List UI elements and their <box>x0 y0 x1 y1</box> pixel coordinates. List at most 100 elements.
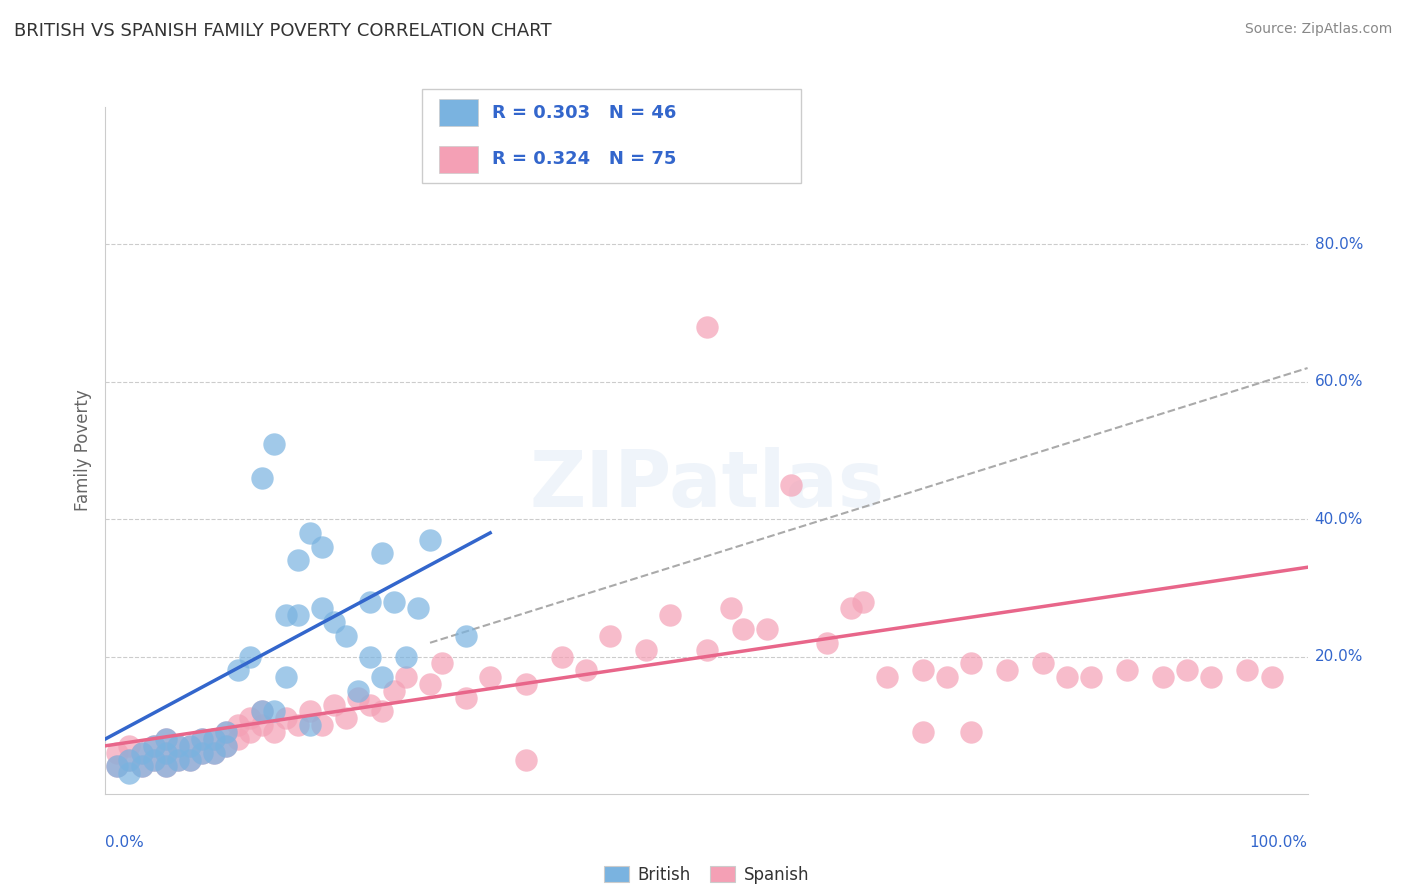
Point <box>239 725 262 739</box>
Point <box>118 739 141 753</box>
Point <box>311 540 333 554</box>
Point <box>960 725 983 739</box>
Point <box>298 705 321 719</box>
Point <box>1175 663 1198 677</box>
Point <box>779 478 801 492</box>
Point <box>202 731 225 746</box>
Point <box>454 690 477 705</box>
Point <box>107 759 129 773</box>
Point <box>696 642 718 657</box>
Point <box>263 705 285 719</box>
Point <box>347 690 370 705</box>
Point <box>371 670 394 684</box>
Point <box>166 752 188 766</box>
Point <box>311 718 333 732</box>
Point <box>274 670 297 684</box>
Point <box>250 705 273 719</box>
Point <box>179 752 201 766</box>
Point <box>287 608 309 623</box>
Point <box>852 594 875 608</box>
Text: R = 0.324   N = 75: R = 0.324 N = 75 <box>492 151 676 169</box>
Point <box>1236 663 1258 677</box>
Point <box>454 629 477 643</box>
Point <box>190 746 212 760</box>
Point <box>406 601 429 615</box>
Point <box>382 683 405 698</box>
Point <box>155 731 177 746</box>
Point <box>1032 657 1054 671</box>
Point <box>311 601 333 615</box>
Point <box>274 711 297 725</box>
Point <box>118 766 141 780</box>
Point <box>335 711 357 725</box>
Point <box>298 525 321 540</box>
Text: 100.0%: 100.0% <box>1250 836 1308 850</box>
Text: BRITISH VS SPANISH FAMILY POVERTY CORRELATION CHART: BRITISH VS SPANISH FAMILY POVERTY CORREL… <box>14 22 551 40</box>
Text: 60.0%: 60.0% <box>1315 375 1362 389</box>
Text: 20.0%: 20.0% <box>1315 649 1362 664</box>
Point <box>659 608 682 623</box>
Point <box>382 594 405 608</box>
Point <box>876 670 898 684</box>
Point <box>911 725 934 739</box>
Point <box>515 677 537 691</box>
Point <box>960 657 983 671</box>
Point <box>190 746 212 760</box>
Point <box>1080 670 1102 684</box>
Point <box>479 670 502 684</box>
Point <box>179 739 201 753</box>
Point <box>107 746 129 760</box>
Point <box>131 759 153 773</box>
Point <box>202 731 225 746</box>
Point <box>274 608 297 623</box>
Point <box>155 731 177 746</box>
Point <box>166 739 188 753</box>
Point <box>239 649 262 664</box>
Point <box>1152 670 1174 684</box>
Text: 0.0%: 0.0% <box>105 836 145 850</box>
Point <box>696 319 718 334</box>
Point <box>179 752 201 766</box>
Point <box>239 711 262 725</box>
Point <box>599 629 621 643</box>
Point <box>131 746 153 760</box>
Point <box>131 759 153 773</box>
Point <box>839 601 862 615</box>
Point <box>142 752 165 766</box>
Point <box>419 677 441 691</box>
Point <box>298 718 321 732</box>
Y-axis label: Family Poverty: Family Poverty <box>73 390 91 511</box>
Text: R = 0.303   N = 46: R = 0.303 N = 46 <box>492 103 676 121</box>
Point <box>263 725 285 739</box>
Point <box>551 649 574 664</box>
Point <box>575 663 598 677</box>
Point <box>1260 670 1282 684</box>
Point <box>359 649 381 664</box>
Text: ZIPatlas: ZIPatlas <box>529 447 884 523</box>
Point <box>430 657 453 671</box>
Point <box>202 746 225 760</box>
Point <box>190 731 212 746</box>
Point <box>347 683 370 698</box>
Point <box>359 594 381 608</box>
Point <box>226 718 249 732</box>
Point <box>142 739 165 753</box>
Point <box>359 698 381 712</box>
Legend: British, Spanish: British, Spanish <box>596 857 817 892</box>
Point <box>1201 670 1223 684</box>
Point <box>731 622 754 636</box>
Point <box>636 642 658 657</box>
Point <box>263 436 285 450</box>
Point <box>1116 663 1139 677</box>
Point <box>911 663 934 677</box>
Point <box>214 725 236 739</box>
Point <box>118 752 141 766</box>
Point <box>936 670 959 684</box>
Text: 40.0%: 40.0% <box>1315 512 1362 526</box>
Point <box>720 601 742 615</box>
Point <box>166 739 188 753</box>
Point <box>142 739 165 753</box>
Point <box>322 698 344 712</box>
Point <box>179 739 201 753</box>
Point <box>371 546 394 561</box>
